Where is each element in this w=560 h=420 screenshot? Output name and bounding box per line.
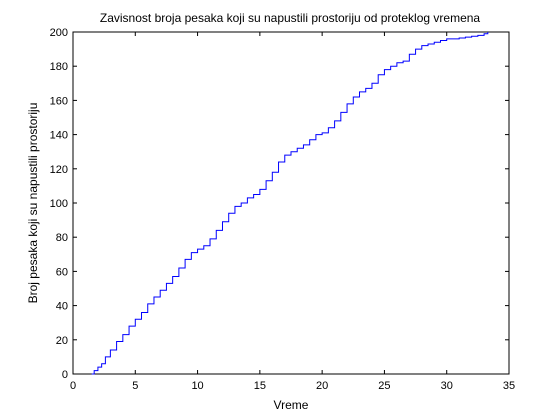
y-axis-ticks	[73, 31, 509, 375]
x-tick-label: 20	[316, 380, 328, 392]
plot-area	[72, 31, 510, 375]
x-tick-label: 10	[191, 380, 203, 392]
x-axis-tick-labels: 0 5 10 15 20 25 30 35	[70, 380, 515, 392]
y-tick-label: 80	[56, 232, 68, 244]
y-tick-label: 60	[56, 266, 68, 278]
y-axis-tick-labels: 0 20 40 60 80 100 120 140 160 180 200	[50, 27, 68, 381]
y-tick-label: 140	[50, 130, 68, 142]
y-tick-label: 0	[62, 369, 68, 381]
y-tick-label: 200	[50, 27, 68, 39]
y-tick-label: 180	[50, 61, 68, 73]
y-tick-label: 120	[50, 164, 68, 176]
x-tick-label: 35	[503, 380, 515, 392]
y-tick-label: 40	[56, 301, 68, 313]
y-axis-label: Broj pesaka koji su napustili prostoriju	[26, 103, 40, 304]
x-tick-label: 30	[441, 380, 453, 392]
x-tick-label: 15	[254, 380, 266, 392]
x-tick-label: 5	[132, 380, 138, 392]
chart-title: Zavisnost broja pesaka koji su napustili…	[100, 11, 481, 25]
x-axis-label: Vreme	[274, 398, 309, 412]
y-tick-label: 160	[50, 95, 68, 107]
series-line	[91, 32, 489, 375]
x-tick-label: 0	[70, 380, 76, 392]
x-axis-ticks	[72, 32, 510, 374]
y-tick-label: 20	[56, 335, 68, 347]
y-tick-label: 100	[50, 198, 68, 210]
x-tick-label: 25	[378, 380, 390, 392]
series-layer	[91, 32, 489, 375]
